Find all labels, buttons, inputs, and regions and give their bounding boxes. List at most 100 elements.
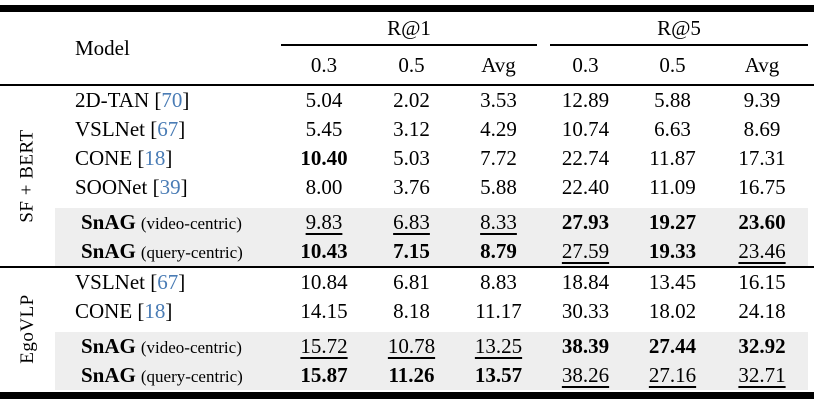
table-row: VSLNet [67] 5.45 3.12 4.29 10.74 6.63 8.69 xyxy=(55,115,814,144)
citation-link[interactable]: 18 xyxy=(144,146,166,170)
cell-value: 9.39 xyxy=(743,88,781,112)
cell-value: 38.26 xyxy=(561,363,610,387)
column-header-r1-05: 0.5 xyxy=(398,52,425,77)
cell-value: 17.31 xyxy=(738,146,786,170)
model-variant-label: (query-centric) xyxy=(140,367,243,386)
table-cell: 10.78 xyxy=(368,334,455,359)
cell-value: 13.25 xyxy=(474,334,523,358)
cell-value: 3.12 xyxy=(393,117,430,141)
table-cell: 15.87 xyxy=(280,363,368,388)
cell-value: 27.16 xyxy=(648,363,697,387)
table-cell: 7.72 xyxy=(455,146,542,171)
table-cell: 19.33 xyxy=(629,239,716,264)
cell-value: 16.75 xyxy=(738,175,786,199)
table-cell: 27.44 xyxy=(629,334,716,359)
table-row: SnAG (video-centric) 9.83 6.83 8.33 27.93 19.2… xyxy=(55,208,808,237)
group-label-gutter: EgoVLP xyxy=(0,268,55,390)
citation-link[interactable]: 67 xyxy=(157,270,179,294)
cell-value: 5.88 xyxy=(480,175,517,199)
model-variant-label: (video-centric) xyxy=(140,214,242,233)
model-cell: VSLNet [67] xyxy=(75,117,186,141)
cell-value: 24.18 xyxy=(738,299,786,323)
cell-value: 13.57 xyxy=(474,363,523,387)
cell-value: 9.83 xyxy=(305,210,343,234)
model-label: SOONet xyxy=(75,175,148,199)
cell-value: 32.71 xyxy=(738,363,786,387)
cell-value: 15.87 xyxy=(300,363,348,387)
cell-value: 6.81 xyxy=(393,270,430,294)
column-header-model: Model xyxy=(75,35,130,60)
cell-value: 27.59 xyxy=(561,239,610,263)
cell-value: 8.79 xyxy=(480,239,517,263)
table-cell: 8.33 xyxy=(455,210,542,235)
model-label: CONE xyxy=(75,146,133,170)
table-cell: 30.33 xyxy=(542,299,629,324)
cell-value: 5.03 xyxy=(393,146,430,170)
table-cell: 13.25 xyxy=(455,334,542,359)
table-cell: 6.81 xyxy=(368,270,455,295)
cell-value: 5.04 xyxy=(305,88,343,112)
table-cell: 16.75 xyxy=(716,175,808,200)
cell-value: 19.33 xyxy=(648,239,697,263)
cell-value: 27.44 xyxy=(648,334,697,358)
cell-value: 8.83 xyxy=(480,270,517,294)
table-cell: 27.93 xyxy=(542,210,629,235)
table-cell: 19.27 xyxy=(629,210,716,235)
model-label: VSLNet xyxy=(75,117,145,141)
group-rows: VSLNet [67] 10.84 6.81 8.83 18.84 13.45 16.15 C… xyxy=(55,268,814,390)
table-cell: 12.89 xyxy=(542,88,629,113)
column-header-r5-05: 0.5 xyxy=(659,52,686,77)
model-label: SnAG xyxy=(81,210,136,234)
cell-value: 10.84 xyxy=(300,270,348,294)
column-header-r1-03: 0.3 xyxy=(310,52,338,77)
model-cell: SnAG (video-centric) xyxy=(55,210,280,235)
citation-link[interactable]: 18 xyxy=(144,299,166,323)
citation-link[interactable]: 67 xyxy=(157,117,179,141)
table-cell: 18.84 xyxy=(542,270,629,295)
column-group-r1: R@1 xyxy=(281,12,537,46)
cell-value: 6.83 xyxy=(393,210,430,234)
table-cell: 8.18 xyxy=(368,299,455,324)
table-group: SF + BERT 2D-TAN [70] 5.04 2.02 3.53 12.89 5.8… xyxy=(0,86,814,266)
cell-value: 3.53 xyxy=(480,88,517,112)
table-cell: 10.40 xyxy=(280,146,368,171)
model-label: VSLNet xyxy=(75,270,145,294)
table-row: SOONet [39] 8.00 3.76 5.88 22.40 11.09 16.75 xyxy=(55,173,814,202)
model-cell: VSLNet [67] xyxy=(75,270,186,294)
citation-link[interactable]: 70 xyxy=(161,88,183,112)
cell-value: 11.26 xyxy=(388,363,435,387)
table-cell: 17.31 xyxy=(716,146,808,171)
cell-value: 27.93 xyxy=(561,210,610,234)
cell-value: 11.09 xyxy=(649,175,696,199)
citation-link[interactable]: 39 xyxy=(159,175,181,199)
table-row: 2D-TAN [70] 5.04 2.02 3.53 12.89 5.88 9.39 xyxy=(55,86,814,115)
cell-value: 7.15 xyxy=(393,239,430,263)
table-cell: 18.02 xyxy=(629,299,716,324)
cell-value: 38.39 xyxy=(561,334,610,358)
top-rule xyxy=(0,5,814,12)
model-cell: SOONet [39] xyxy=(75,175,188,199)
group-separator-rule xyxy=(0,266,814,268)
table-cell: 22.74 xyxy=(542,146,629,171)
cell-value: 7.72 xyxy=(480,146,517,170)
cell-value: 10.78 xyxy=(387,334,436,358)
table-cell: 3.12 xyxy=(368,117,455,142)
table-group: EgoVLP VSLNet [67] 10.84 6.81 8.83 18.84 13.45… xyxy=(0,268,814,390)
model-cell: CONE [18] xyxy=(75,146,173,170)
cell-value: 4.29 xyxy=(480,117,517,141)
cell-value: 18.84 xyxy=(561,270,610,294)
cell-value: 8.18 xyxy=(393,299,430,323)
table-cell: 9.39 xyxy=(716,88,808,113)
table-cell: 10.74 xyxy=(542,117,629,142)
table-cell: 10.84 xyxy=(280,270,368,295)
table-cell: 32.92 xyxy=(716,334,808,359)
model-label: CONE xyxy=(75,299,133,323)
table-cell: 5.45 xyxy=(280,117,368,142)
model-label: SnAG xyxy=(81,363,136,387)
table-cell: 16.15 xyxy=(716,270,808,295)
table-cell: 27.59 xyxy=(542,239,629,264)
table-cell: 27.16 xyxy=(629,363,716,388)
cell-value: 10.43 xyxy=(300,239,348,263)
group-label-gutter: SF + BERT xyxy=(0,86,55,266)
